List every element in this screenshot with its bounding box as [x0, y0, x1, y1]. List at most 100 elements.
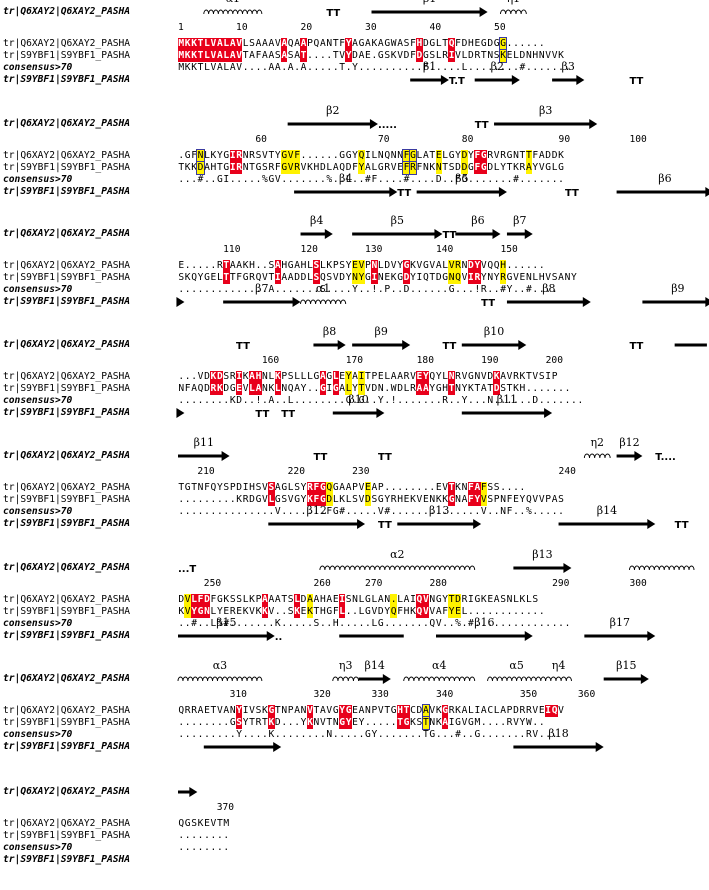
residue: L	[203, 50, 211, 62]
residue: F	[467, 482, 475, 494]
residue: .	[281, 62, 288, 73]
residue: .	[487, 717, 494, 728]
residue: L	[248, 383, 256, 395]
svg-text:β5: β5	[455, 172, 468, 185]
residue-number: 30	[365, 22, 377, 33]
residue: K	[435, 717, 442, 728]
residue: .	[319, 506, 326, 517]
residue: I	[229, 162, 236, 174]
beta-strand-arrow: β11	[178, 436, 230, 461]
residue: .	[313, 395, 320, 406]
residue: L	[551, 162, 558, 173]
residue: Y	[345, 717, 352, 729]
residue: .	[545, 395, 552, 406]
residue: G	[506, 272, 513, 283]
consensus-label: consensus>70	[3, 62, 73, 73]
residue: T	[421, 716, 431, 730]
residue: G	[390, 705, 397, 716]
residue: .	[538, 606, 545, 617]
residue: G	[319, 482, 327, 494]
residue: V	[410, 371, 416, 382]
residue: .	[242, 62, 249, 73]
residue: !	[371, 284, 378, 295]
residue: A	[416, 383, 423, 395]
residue: .	[326, 150, 333, 161]
sequence-label-2: tr|S9YBF1|S9YBF1_PASHA	[3, 50, 131, 61]
residue: K	[455, 705, 461, 716]
residue: .	[332, 395, 339, 406]
residue: T	[274, 705, 281, 716]
residue: F	[274, 162, 281, 173]
residue: G	[468, 717, 474, 728]
residue: A	[300, 62, 307, 73]
residue: Y	[345, 260, 352, 271]
residue: L	[358, 606, 365, 617]
residue: F	[371, 174, 378, 185]
residue: .	[410, 729, 416, 740]
residue: .	[519, 606, 526, 617]
residue: .	[255, 729, 262, 740]
svg-text:β14: β14	[365, 659, 385, 672]
residue: A	[268, 62, 275, 73]
svg-text:TT: TT	[565, 188, 579, 199]
struct-label-top: tr|Q6XAY2|Q6XAY2_PASHA	[3, 118, 131, 129]
residue: L	[384, 371, 391, 382]
residue: T	[448, 594, 455, 606]
svg-text:β17: β17	[610, 616, 630, 629]
residue: .	[262, 618, 268, 629]
residue: .	[551, 618, 558, 629]
residue: A	[461, 494, 468, 505]
residue: D	[551, 150, 558, 161]
residue: .	[403, 395, 410, 406]
svg-text:TT: TT	[255, 409, 269, 420]
residue: E	[210, 272, 217, 283]
residue: .	[487, 618, 494, 629]
residue: L	[216, 272, 223, 283]
svg-text:β9: β9	[671, 282, 684, 295]
residue: E	[506, 50, 513, 61]
residue: F	[474, 150, 481, 162]
residue: .	[178, 506, 185, 517]
residue: K	[519, 371, 526, 382]
residue: .	[513, 482, 519, 493]
residue: .	[255, 284, 262, 295]
residue: .	[216, 717, 223, 728]
residue: G	[338, 717, 346, 729]
residue: .	[229, 729, 236, 740]
residue: .	[307, 618, 313, 629]
residue: .	[358, 618, 365, 629]
residue: .	[255, 174, 262, 185]
residue: .	[287, 729, 294, 740]
residue-number: 210	[197, 466, 215, 477]
residue: A	[294, 50, 300, 61]
residue: .	[506, 606, 513, 617]
residue: .	[294, 729, 300, 740]
residue: .	[487, 729, 494, 740]
alpha-helix-coil: η3	[332, 659, 360, 682]
residue: K	[435, 494, 442, 505]
strand-bar	[674, 343, 707, 347]
residue: .	[513, 260, 519, 271]
residue: T	[242, 50, 249, 61]
residue: .	[197, 494, 204, 505]
residue: A	[229, 50, 236, 62]
residue: G	[204, 272, 210, 283]
svg-text:TT: TT	[442, 230, 456, 241]
residue: .	[307, 383, 313, 394]
residue: E	[204, 705, 210, 716]
residue: L	[442, 260, 449, 271]
residue: .	[249, 284, 255, 295]
residue: .	[204, 618, 210, 629]
residue: R	[191, 705, 197, 716]
residue: A	[216, 50, 224, 62]
residue: .	[249, 395, 255, 406]
residue: A	[268, 284, 275, 295]
residue: Q	[551, 705, 558, 717]
residue: N	[384, 594, 391, 605]
residue: .	[480, 729, 487, 740]
residue: .	[184, 729, 191, 740]
sequence-row-2: NFAQDRKDGEVLANKLNQAY..GIGALYTVDN.WDLRAAY…	[178, 383, 571, 395]
residue: .	[493, 606, 500, 617]
residue: .	[345, 506, 352, 517]
residue: .	[429, 482, 436, 493]
